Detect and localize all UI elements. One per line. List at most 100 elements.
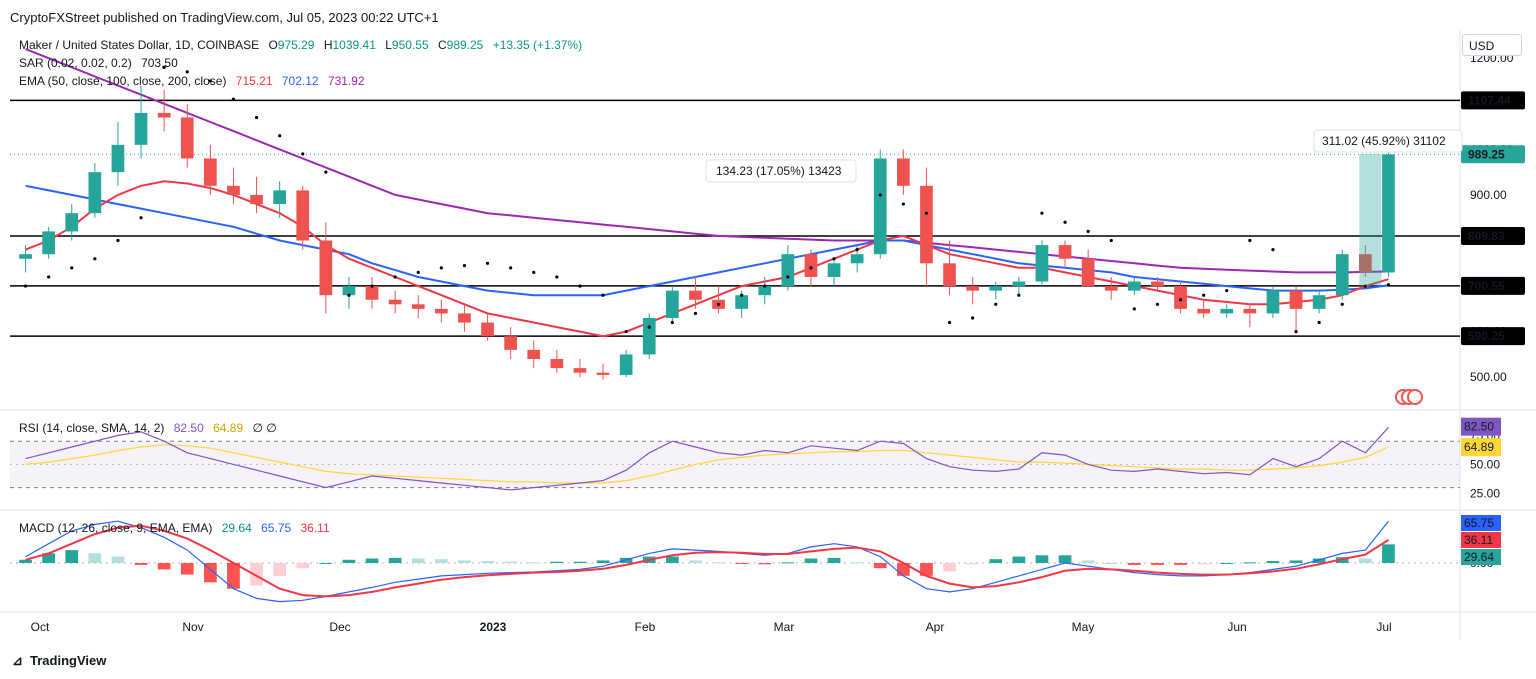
candle-body [943, 263, 956, 287]
c-value: 989.25 [446, 38, 484, 52]
l-value: 950.55 [391, 38, 429, 52]
sar-dot [93, 257, 97, 261]
candle [296, 185, 310, 250]
candle [250, 176, 263, 214]
candle [227, 167, 240, 205]
candle-body [1382, 154, 1395, 273]
time-axis-label: May [1072, 620, 1095, 634]
sar-dot [185, 70, 189, 74]
main-pane [0, 30, 1460, 410]
flag-circle [1407, 389, 1423, 405]
candle-body [735, 295, 749, 309]
sar-label: SAR (0.02, 0.02, 0.2) [19, 56, 132, 70]
candle [1104, 276, 1118, 300]
macd-histogram-bar [689, 560, 702, 563]
candle-body [227, 185, 240, 195]
macd-histogram-bar [134, 563, 148, 565]
macd-histogram-bar [111, 556, 125, 563]
candle-body [781, 254, 795, 287]
time-axis-label: Jun [1227, 620, 1246, 634]
sar-dot [1225, 289, 1229, 293]
candle-body [1174, 286, 1187, 309]
sar-dot [70, 266, 74, 270]
candle-body [88, 172, 102, 214]
sar-dot [254, 115, 259, 120]
candle [1289, 286, 1303, 332]
candle [527, 340, 541, 369]
level-label-box [1461, 276, 1525, 295]
sar-dot [1294, 330, 1298, 334]
macd-histogram-bar [411, 558, 425, 563]
macd-histogram-bar [920, 563, 933, 576]
sar-dot [1086, 229, 1090, 233]
sar-dot [924, 211, 929, 215]
macd-histogram-bar [504, 561, 518, 563]
candle-body [966, 286, 980, 291]
last-price-box [1461, 145, 1525, 164]
sar-dot [971, 316, 975, 320]
sar-dot [693, 311, 698, 316]
macd-histogram-bar [804, 558, 818, 563]
candle-body [319, 240, 333, 296]
ema200-value: 731.92 [327, 74, 365, 88]
macd-histogram-bar [88, 553, 102, 563]
candle-body [1358, 254, 1372, 273]
candle-body [365, 286, 379, 300]
macd-line [25, 520, 1389, 603]
candle-body [203, 158, 217, 186]
candle-body [65, 213, 79, 232]
macd-histogram-bar [1266, 561, 1280, 563]
sar-dot [1132, 307, 1136, 311]
candle [873, 149, 887, 259]
change-value: +13.35 (+1.37%) [492, 38, 583, 52]
currency-button[interactable]: USD [1462, 34, 1522, 56]
candle-body [1127, 281, 1141, 291]
candle [1220, 304, 1234, 318]
candle [1358, 245, 1372, 277]
rsi-extra: ∅ ∅ [252, 421, 277, 435]
candle [966, 276, 980, 305]
macd-signal-value: 36.11 [300, 521, 330, 535]
time-axis-label: Dec [329, 620, 350, 634]
last-price-label: 989.25 [1468, 147, 1505, 161]
candle-body [758, 286, 772, 296]
macd-histogram-bar [42, 553, 56, 563]
time-axis-label: Oct [31, 620, 50, 634]
h-label: H [323, 38, 333, 52]
sar-dot [670, 320, 674, 325]
macd-histogram-bar [1058, 555, 1072, 563]
candle [342, 276, 356, 309]
sar-dot [1017, 293, 1021, 297]
symbol-label: Maker / United States Dollar, 1D, COINBA… [19, 38, 260, 52]
sar-dot [393, 275, 397, 279]
candle-body [111, 144, 125, 173]
ema100-line [25, 184, 1389, 297]
candle-body [550, 358, 564, 369]
macd-histogram-bar [1382, 544, 1395, 563]
macd-histogram-bar [1127, 563, 1141, 565]
candle-body [134, 112, 148, 145]
candle-body [19, 254, 32, 259]
sar-dot [994, 302, 998, 306]
sar-dot [416, 270, 420, 275]
candle [596, 363, 610, 380]
candle [134, 85, 148, 159]
sar-dot [1202, 293, 1206, 297]
measure-range-box [1359, 153, 1382, 287]
sar-dot [1363, 284, 1367, 288]
sar-dot [370, 284, 374, 288]
sar-dot [1248, 238, 1252, 243]
candle [758, 276, 772, 305]
sar-dot [1386, 283, 1391, 287]
sar-dot [740, 293, 744, 297]
candle [1035, 240, 1049, 287]
macd-value-label: 65.75 [1464, 516, 1494, 530]
candle-body [804, 254, 818, 277]
macd-legend: MACD (12, 26, close, 9, EMA, EMA) 29.64 … [19, 521, 336, 535]
macd-histogram-bar [1289, 560, 1303, 563]
sar-dot [231, 97, 236, 101]
macd-signal-line [25, 524, 1390, 598]
measure-label-box [1313, 129, 1463, 153]
macd-histogram-bar [1220, 563, 1234, 564]
